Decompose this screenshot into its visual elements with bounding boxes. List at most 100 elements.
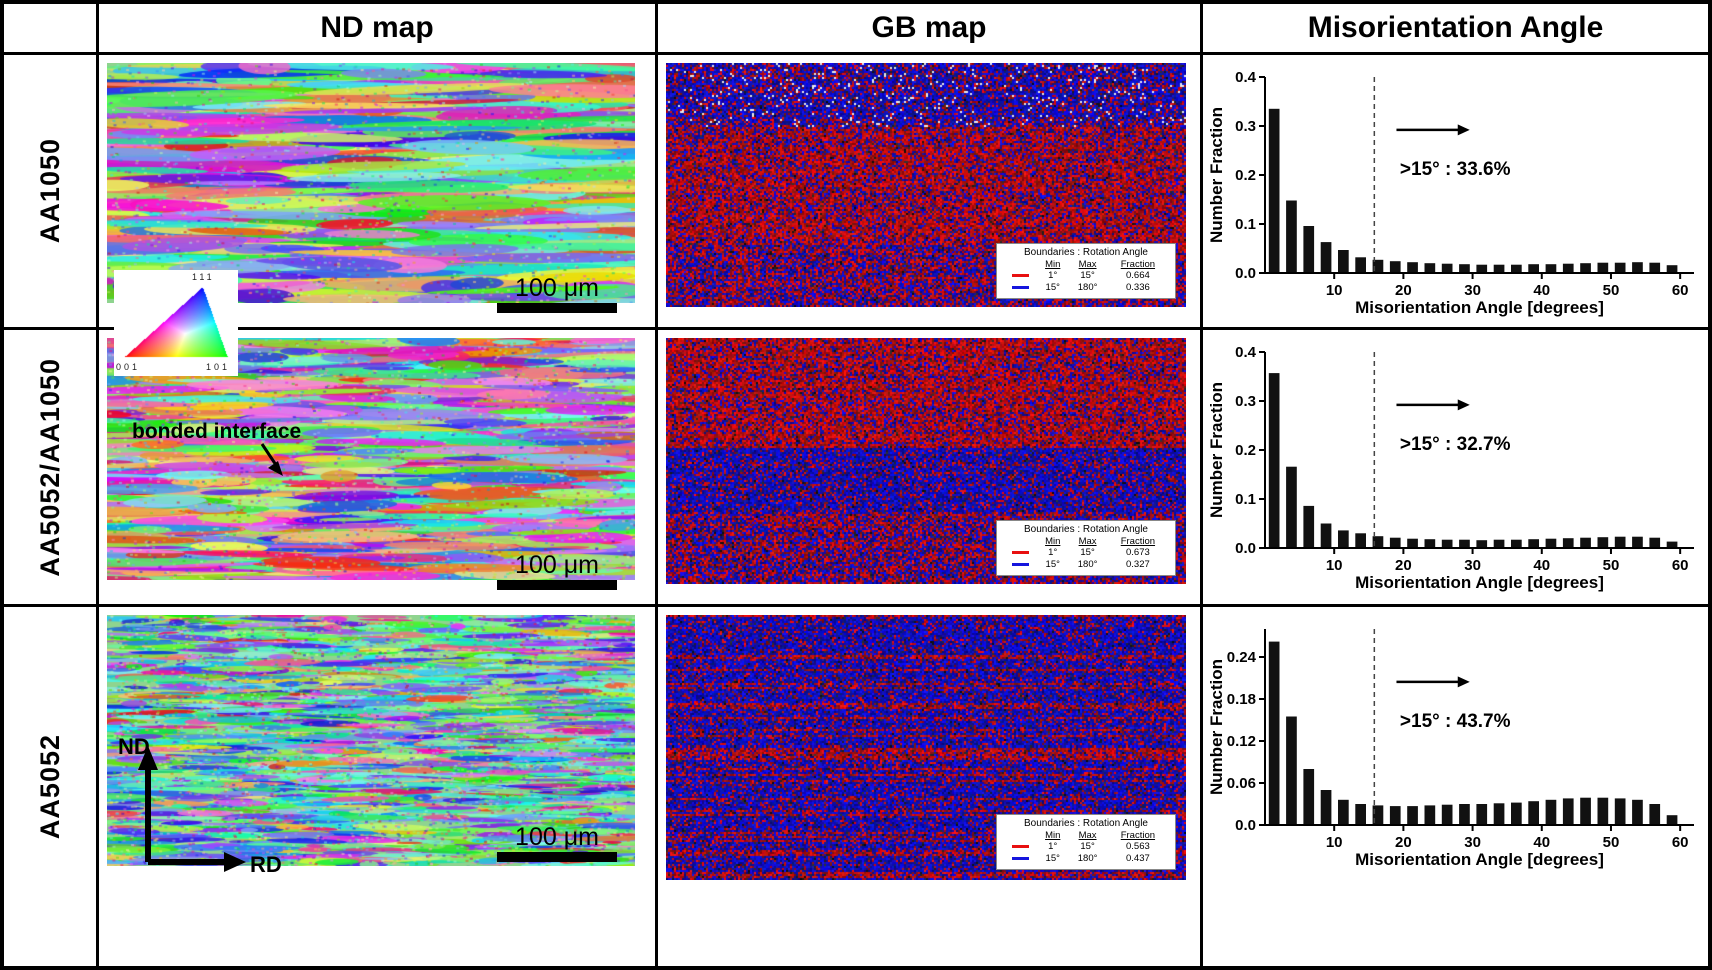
gb-legend: Boundaries : Rotation Angle Min Max Frac… <box>996 520 1176 576</box>
misorientation-histogram: 0.0 0.1 0.2 0.3 0.4 10 20 30 40 50 60 >15° : 32.7% M… <box>1207 342 1704 596</box>
hagb-line-swatch <box>1011 857 1029 861</box>
row-label-aa5052: AA5052 <box>4 607 96 966</box>
svg-text:0.4: 0.4 <box>1235 69 1257 86</box>
svg-text:0.06: 0.06 <box>1227 775 1256 792</box>
nd-rd-axes: ND RD <box>116 730 286 887</box>
nd-rd-axes-arrows: ND RD <box>118 734 282 877</box>
row-label-aa5052-aa1050: AA5052/AA1050 <box>4 330 96 604</box>
legend-title: Boundaries : Rotation Angle <box>1024 247 1148 259</box>
scale-bar-label: 100 μm <box>515 822 599 851</box>
svg-text:10: 10 <box>1326 282 1343 299</box>
legend-row-hagb: 15° 180° 0.327 <box>1003 559 1169 571</box>
legend-col-min: Min <box>1045 259 1061 271</box>
legend-title: Boundaries : Rotation Angle <box>1024 524 1148 536</box>
bonded-interface-annotation: bonded interface <box>132 420 302 476</box>
header-misorientation-angle: Misorientation Angle <box>1203 4 1708 52</box>
lagb-max: 15° <box>1080 841 1095 853</box>
svg-text:30: 30 <box>1464 557 1481 574</box>
hagb-fraction: 0.336 <box>1125 282 1150 294</box>
svg-text:0.24: 0.24 <box>1227 649 1257 666</box>
legend-row-lagb: 1° 15° 0.664 <box>1003 270 1169 282</box>
svg-text:>15° : 32.7%: >15° : 32.7% <box>1400 434 1511 455</box>
hagb-fraction: 0.437 <box>1125 853 1150 865</box>
svg-text:Misorientation Angle [degrees]: Misorientation Angle [degrees] <box>1355 850 1604 869</box>
scale-bar-label: 100 μm <box>515 273 599 302</box>
svg-text:0.3: 0.3 <box>1235 393 1256 410</box>
hagb-max: 180° <box>1077 853 1098 865</box>
legend-table: Min Max Fraction 1° 15° 0.673 <box>1003 536 1169 571</box>
legend-row-lagb: 1° 15° 0.563 <box>1003 841 1169 853</box>
svg-text:0.1: 0.1 <box>1235 491 1256 508</box>
legend-row-hagb: 15° 180° 0.336 <box>1003 282 1169 294</box>
lagb-max: 15° <box>1080 547 1095 559</box>
bonded-interface-arrow <box>260 443 283 476</box>
lagb-min: 1° <box>1048 270 1058 282</box>
lagb-fraction: 0.673 <box>1125 547 1150 559</box>
svg-text:50: 50 <box>1603 282 1620 299</box>
legend-col-min: Min <box>1045 536 1061 548</box>
svg-text:20: 20 <box>1395 282 1412 299</box>
svg-text:0.12: 0.12 <box>1227 733 1256 750</box>
gb-map-cell-aa1050: Boundaries : Rotation Angle Min Max Frac… <box>658 55 1200 327</box>
lagb-line-swatch <box>1011 274 1029 278</box>
svg-text:Number Fraction: Number Fraction <box>1207 382 1226 518</box>
corner-cell <box>4 4 96 52</box>
header-nd-map: ND map <box>99 4 655 52</box>
svg-text:Misorientation Angle [degrees]: Misorientation Angle [degrees] <box>1355 298 1604 317</box>
lagb-line-swatch <box>1011 845 1029 849</box>
svg-text:20: 20 <box>1395 557 1412 574</box>
scale-bar-line <box>497 303 617 313</box>
header-gb-map: GB map <box>658 4 1200 52</box>
nd-map-cell-aa5052: 100 μm <box>99 607 655 966</box>
lagb-max: 15° <box>1080 270 1095 282</box>
svg-text:>15° : 43.7%: >15° : 43.7% <box>1400 711 1511 732</box>
scale-bar-line <box>497 852 617 862</box>
legend-row-lagb: 1° 15° 0.673 <box>1003 547 1169 559</box>
ipf-label-111: 111 <box>192 272 215 282</box>
bonded-interface-label: bonded interface <box>132 420 302 443</box>
scale-bar-label: 100 μm <box>515 550 599 579</box>
svg-text:60: 60 <box>1672 282 1689 299</box>
legend-col-max: Max <box>1078 259 1097 271</box>
lagb-line-swatch <box>1011 551 1029 555</box>
scale-bar: 100 μm <box>497 273 617 313</box>
row-label-text: AA5052/AA1050 <box>34 357 65 577</box>
lagb-fraction: 0.563 <box>1125 841 1150 853</box>
lagb-fraction: 0.664 <box>1125 270 1150 282</box>
svg-text:60: 60 <box>1672 557 1689 574</box>
nd-map-image <box>107 615 635 866</box>
ipf-triangle <box>122 284 230 360</box>
svg-text:0.2: 0.2 <box>1235 167 1256 184</box>
svg-text:Number Fraction: Number Fraction <box>1207 107 1226 243</box>
svg-text:0.0: 0.0 <box>1235 265 1256 282</box>
gb-map-cell-aa5052-aa1050: Boundaries : Rotation Angle Min Max Frac… <box>658 330 1200 604</box>
misorientation-histogram: 0.0 0.1 0.2 0.3 0.4 10 20 30 40 50 60 >15° : 33.6% M… <box>1207 67 1704 321</box>
legend-table: Min Max Fraction 1° 15° 0.664 <box>1003 259 1169 294</box>
svg-text:30: 30 <box>1464 834 1481 851</box>
nd-map-image <box>107 338 635 580</box>
svg-text:0.0: 0.0 <box>1235 540 1256 557</box>
row-label-text: AA1050 <box>34 138 65 244</box>
legend-col-fraction: Fraction <box>1120 259 1156 271</box>
svg-text:0.1: 0.1 <box>1235 216 1256 233</box>
hagb-line-swatch <box>1011 286 1029 290</box>
histogram-cell-aa5052-aa1050: 0.0 0.1 0.2 0.3 0.4 10 20 30 40 50 60 >15° : 32.7% M… <box>1203 330 1708 604</box>
scale-bar: 100 μm <box>497 550 617 590</box>
svg-text:50: 50 <box>1603 834 1620 851</box>
legend-title: Boundaries : Rotation Angle <box>1024 818 1148 830</box>
svg-text:0.18: 0.18 <box>1227 691 1256 708</box>
hagb-max: 180° <box>1077 282 1098 294</box>
hagb-max: 180° <box>1077 559 1098 571</box>
nd-axis-label: ND <box>118 734 150 759</box>
misorientation-histogram: 0.0 0.06 0.12 0.18 0.24 10 20 30 40 50 60 >15° : 43… <box>1207 619 1704 873</box>
legend-row-hagb: 15° 180° 0.437 <box>1003 853 1169 865</box>
ipf-color-key: 111 001 101 <box>114 270 238 376</box>
nd-map-cell-aa1050: 100 μm <box>99 55 655 327</box>
histogram-cell-aa5052: 0.0 0.06 0.12 0.18 0.24 10 20 30 40 50 60 >15° : 43… <box>1203 607 1708 966</box>
lagb-min: 1° <box>1048 841 1058 853</box>
svg-text:40: 40 <box>1533 834 1550 851</box>
legend-col-max: Max <box>1078 830 1097 842</box>
svg-text:60: 60 <box>1672 834 1689 851</box>
svg-text:30: 30 <box>1464 282 1481 299</box>
